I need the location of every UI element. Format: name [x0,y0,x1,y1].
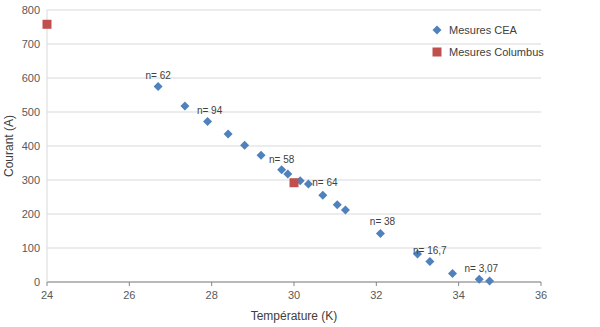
x-tick-label: 26 [123,289,135,301]
x-tick-label: 32 [370,289,382,301]
y-tick-label: 400 [22,140,40,152]
point [425,257,434,266]
grid-line [47,78,541,79]
legend-label: Mesures CEA [449,24,518,36]
point [224,130,233,139]
x-tick [458,282,459,286]
x-tick [129,282,130,286]
y-axis-line [47,10,48,282]
point [240,141,249,150]
x-tick [541,282,542,286]
point [376,229,385,238]
point [485,276,494,285]
point [203,117,212,126]
annotation: n= 58 [269,154,295,165]
annotation: n= 16,7 [413,245,447,256]
y-tick-label: 600 [22,72,40,84]
y-tick-label: 500 [22,106,40,118]
x-tick [47,282,48,286]
y-tick-label: 800 [22,4,40,16]
point [154,82,163,91]
x-tick [294,282,295,286]
grid-line [47,44,541,45]
legend-label: Mesures Columbus [449,46,544,58]
point [283,169,292,178]
point [341,205,350,214]
x-tick-label: 28 [206,289,218,301]
legend: Mesures CEA Mesures Columbus [433,24,545,58]
y-tick-label: 0 [34,276,40,288]
series [154,82,494,285]
series [43,20,299,187]
legend-symbol [433,26,442,35]
y-tick-label: 100 [22,242,40,254]
annotation: n= 3,07 [464,263,498,274]
y-tick-label: 300 [22,174,40,186]
point [43,20,52,29]
x-tick-label: 36 [535,289,547,301]
annotation: n= 62 [145,70,171,81]
point [333,200,342,209]
annotation: n= 38 [370,216,396,227]
y-tick-label: 200 [22,208,40,220]
legend-symbol [433,48,442,57]
x-axis-title: Température (K) [251,309,338,323]
point [180,101,189,110]
x-tick-label: 34 [453,289,465,301]
point [257,151,266,160]
grid-line [47,112,541,113]
point [318,191,327,200]
y-axis-title: Courant (A) [2,115,16,177]
grid-line [47,10,541,11]
x-tick [376,282,377,286]
point [290,178,299,187]
annotation: n= 94 [197,105,223,116]
point [448,269,457,278]
grid-line [47,248,541,249]
chart: 0 100 200 300 400 500 600 700 800 24 26 28 30 32 34 36 T… [0,0,600,327]
point [475,275,484,284]
annotation: n= 64 [312,177,338,188]
x-tick-label: 30 [288,289,300,301]
x-tick-label: 24 [41,289,53,301]
marks [43,20,495,286]
grid-line [47,214,541,215]
grid-line [47,146,541,147]
x-tick [211,282,212,286]
y-tick-label: 700 [22,38,40,50]
